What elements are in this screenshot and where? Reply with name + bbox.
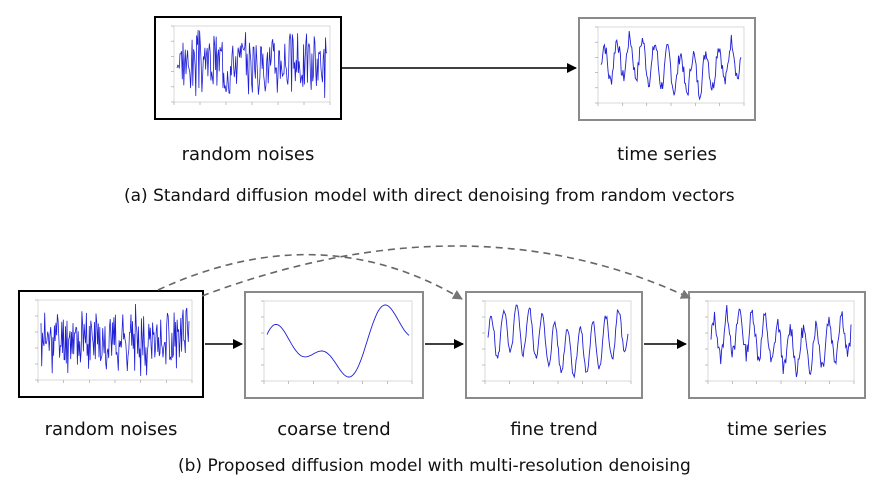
signal-line — [40, 303, 190, 377]
signal-line — [487, 304, 629, 379]
timeseries-signal — [595, 26, 745, 106]
noise-plot-a — [154, 16, 342, 120]
timeseries-plot-b — [688, 291, 866, 399]
caption-a: (a) Standard diffusion model with direct… — [124, 186, 735, 206]
signal-line — [266, 304, 410, 378]
noise-plot-b — [18, 290, 204, 398]
noise-signal — [35, 299, 193, 383]
coarse-trend-signal — [261, 300, 413, 384]
dashed-arrow-noise-to-series — [201, 245, 691, 299]
signal-line — [710, 304, 852, 378]
caption-b: (b) Proposed diffusion model with multi-… — [178, 456, 691, 476]
coarse-trend-plot — [244, 291, 424, 399]
noise-signal — [171, 25, 331, 105]
dashed-arrow-noise-to-fine — [157, 253, 463, 300]
signal-line — [176, 29, 328, 99]
label-time-series-b: time series — [727, 419, 827, 440]
signal-line — [600, 30, 742, 101]
fine-trend-signal — [482, 300, 632, 384]
label-random-noises-a: random noises — [181, 144, 315, 165]
label-random-noises-b: random noises — [44, 419, 178, 440]
fine-trend-plot — [465, 291, 643, 399]
label-time-series-a: time series — [617, 144, 717, 165]
label-fine-trend: fine trend — [510, 419, 598, 440]
label-coarse-trend: coarse trend — [277, 419, 391, 440]
timeseries-signal — [705, 300, 855, 384]
timeseries-plot-a — [578, 17, 756, 121]
